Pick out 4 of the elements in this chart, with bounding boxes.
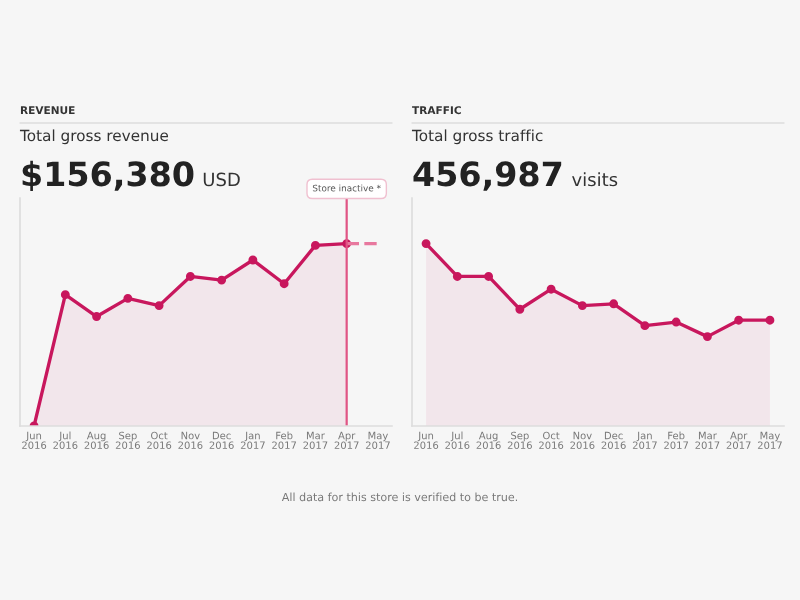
text: $156,380 — [22, 160, 194, 191]
text: visits — [572, 172, 618, 187]
text: USD — [203, 172, 240, 187]
text: 456,987 — [413, 161, 562, 191]
